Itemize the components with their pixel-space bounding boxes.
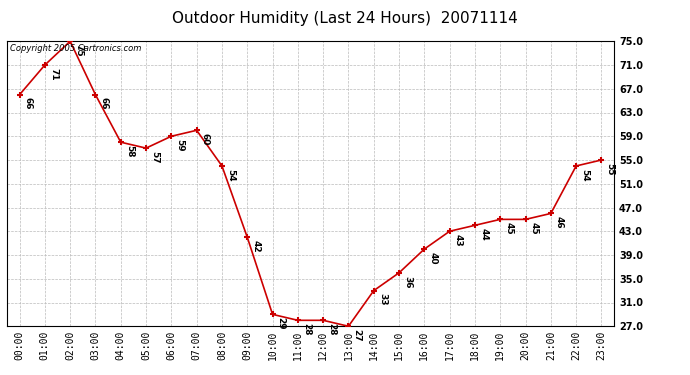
Text: 57: 57	[150, 151, 159, 164]
Text: Copyright 2005 Cartronics.com: Copyright 2005 Cartronics.com	[10, 44, 141, 53]
Text: 59: 59	[175, 139, 184, 152]
Text: 66: 66	[23, 98, 32, 110]
Text: 27: 27	[353, 329, 362, 342]
Text: 45: 45	[504, 222, 513, 235]
Text: 54: 54	[226, 169, 235, 182]
Text: 66: 66	[99, 98, 108, 110]
Text: 28: 28	[327, 323, 336, 336]
Text: 75: 75	[75, 44, 83, 57]
Text: 28: 28	[302, 323, 311, 336]
Text: 58: 58	[125, 145, 134, 158]
Text: 29: 29	[277, 317, 286, 330]
Text: 42: 42	[251, 240, 260, 253]
Text: 54: 54	[580, 169, 589, 182]
Text: 44: 44	[479, 228, 488, 241]
Text: 45: 45	[530, 222, 539, 235]
Text: Outdoor Humidity (Last 24 Hours)  20071114: Outdoor Humidity (Last 24 Hours) 2007111…	[172, 11, 518, 26]
Text: 33: 33	[378, 293, 387, 306]
Text: 43: 43	[454, 234, 463, 247]
Text: 55: 55	[606, 163, 615, 175]
Text: 46: 46	[555, 216, 564, 229]
Text: 36: 36	[403, 276, 412, 288]
Text: 60: 60	[201, 133, 210, 146]
Text: 71: 71	[49, 68, 58, 80]
Text: 40: 40	[428, 252, 437, 264]
